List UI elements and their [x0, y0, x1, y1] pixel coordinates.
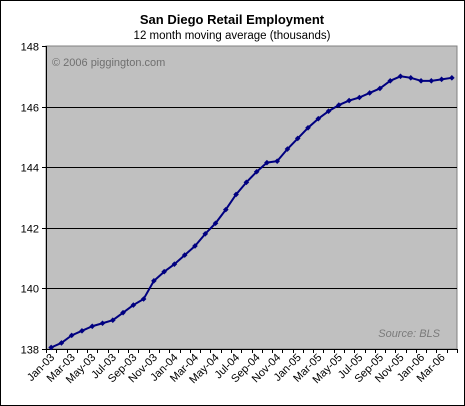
data-point [264, 159, 270, 166]
data-point [79, 328, 85, 334]
data-point [377, 85, 383, 92]
data-point [109, 317, 116, 324]
data-point [181, 252, 188, 258]
y-tick-label: 142 [21, 224, 39, 236]
y-tick-label: 140 [21, 284, 39, 296]
data-point [284, 146, 291, 152]
data-point [407, 75, 414, 81]
data-point [99, 320, 106, 327]
data-point [274, 158, 280, 164]
data-point [397, 73, 404, 80]
y-tick-label: 148 [21, 42, 39, 54]
data-point [202, 231, 209, 237]
data-point [315, 115, 322, 122]
data-point [192, 243, 198, 249]
data-point [171, 261, 178, 267]
data-point [68, 332, 75, 339]
data-point [366, 90, 373, 96]
data-point [428, 78, 435, 84]
data-point [212, 220, 219, 227]
data-point [325, 108, 332, 114]
data-point [356, 94, 363, 101]
data-point [243, 179, 250, 186]
chart-subtitle: 12 month moving average (thousands) [134, 30, 331, 42]
data-point [120, 309, 126, 316]
data-point [233, 191, 239, 198]
watermark: © 2006 piggington.com [52, 57, 165, 69]
data-point [449, 75, 455, 81]
data-point [346, 97, 352, 104]
data-point [223, 206, 229, 213]
data-point [48, 344, 54, 351]
data-point [89, 323, 96, 330]
series-layer [48, 73, 455, 351]
data-point [387, 78, 394, 84]
data-point [294, 135, 301, 142]
grid-lines [46, 107, 457, 289]
data-point [438, 76, 445, 83]
data-point [140, 296, 147, 302]
series-line [50, 75, 453, 349]
plot-area [45, 45, 458, 350]
data-point [253, 168, 260, 175]
y-tick-label: 138 [21, 345, 39, 357]
data-point [336, 102, 342, 108]
source-note: Source: BLS [378, 328, 440, 340]
data-point [418, 78, 424, 84]
y-tick-label: 144 [21, 163, 39, 175]
data-point [305, 125, 311, 131]
data-point [151, 278, 157, 284]
data-point [161, 268, 167, 275]
data-point [58, 340, 65, 346]
y-tick-label: 146 [21, 103, 39, 115]
chart-title: San Diego Retail Employment [140, 12, 325, 27]
data-point [130, 302, 137, 308]
